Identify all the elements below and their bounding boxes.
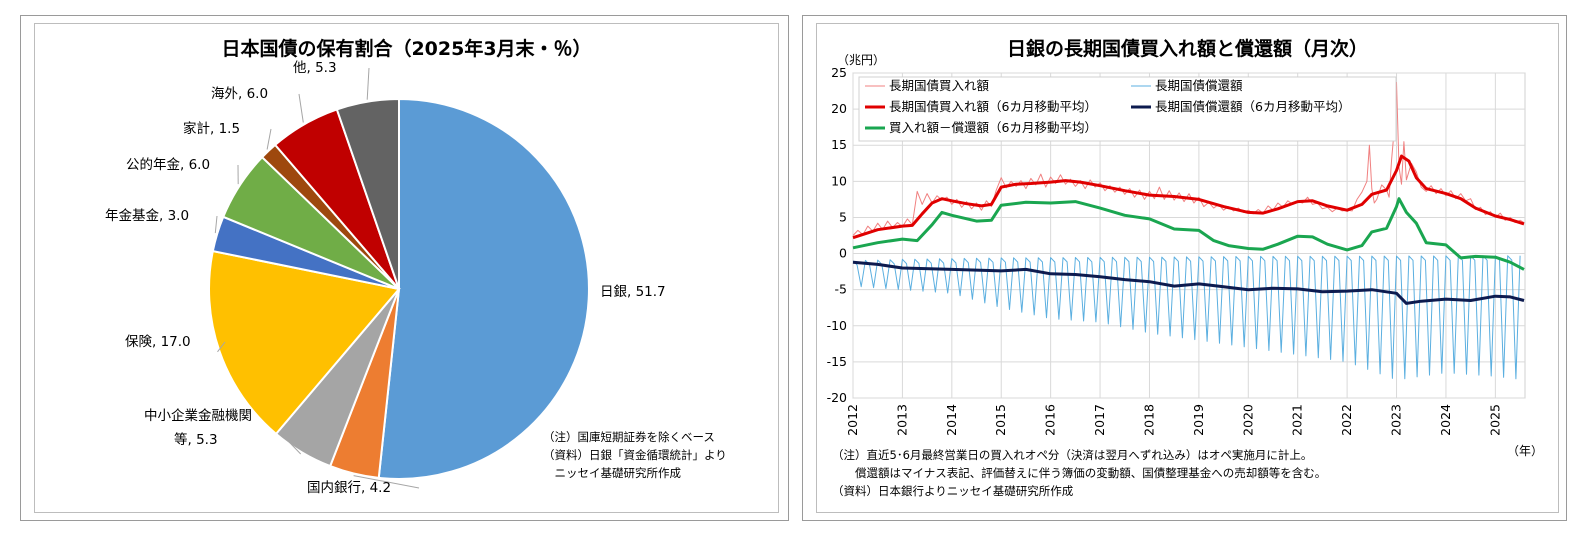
pie-chart-area: 日本国債の保有割合（2025年3月末・％） 日銀, 51.7 国内銀行, 4.2 中… — [34, 23, 779, 513]
pie-leader-line — [366, 67, 370, 100]
y-axis-unit: （兆円） — [837, 53, 886, 67]
right-chart-panel: 日銀の長期国債買入れ額と償還額（月次） （兆円） （年） 25 20 15 10 5 0-… — [802, 15, 1567, 521]
line-chart-area: 日銀の長期国債買入れ額と償還額（月次） （兆円） （年） 25 20 15 10 5 0-… — [816, 23, 1559, 513]
series-line — [852, 197, 1525, 271]
y-tick-label: 15 — [831, 137, 847, 152]
x-tick-label: 2022 — [1339, 404, 1354, 436]
y-tick-label: 10 — [831, 173, 847, 188]
series-line — [852, 255, 1521, 380]
pie-data-label: 等, 5.3 — [174, 431, 218, 448]
pie-chart-title: 日本国債の保有割合（2025年3月末・％） — [221, 38, 592, 60]
pie-data-label: 国内銀行, 4.2 — [307, 480, 391, 496]
pie-data-label: 中小企業金融機関 — [144, 407, 252, 424]
x-tick-label: 2021 — [1290, 404, 1305, 436]
x-axis-unit: （年） — [1507, 444, 1544, 458]
y-tick-label: -5 — [835, 282, 847, 297]
pie-leader-line — [217, 341, 226, 353]
x-tick-label: 2015 — [993, 404, 1008, 436]
pie-slice — [208, 249, 401, 436]
y-tick-label: 0 — [839, 246, 847, 261]
x-tick-label: 2025 — [1487, 404, 1502, 436]
pie-data-label: 公的年金, 6.0 — [126, 157, 210, 173]
pie-data-label: 他, 5.3 — [293, 60, 337, 76]
x-tick-label: 2023 — [1389, 404, 1404, 436]
legend-label: 長期国債償還額 — [1155, 78, 1243, 93]
pie-note-3: ニッセイ基礎研究所作成 — [543, 466, 681, 480]
line-chart-title: 日銀の長期国債買入れ額と償還額（月次） — [1006, 38, 1368, 60]
left-chart-panel: 日本国債の保有割合（2025年3月末・％） 日銀, 51.7 国内銀行, 4.2 中… — [20, 15, 789, 521]
series-line — [852, 81, 1525, 236]
series-line — [852, 154, 1525, 240]
legend-label: 長期国債買入れ額 — [889, 78, 990, 93]
legend-label: 長期国債償還額（6カ月移動平均） — [1155, 99, 1350, 114]
pie-data-label: 年金基金, 3.0 — [105, 207, 189, 224]
pie-data-label: 日銀, 51.7 — [600, 284, 666, 300]
pie-leader-line — [214, 215, 218, 234]
series-line — [852, 260, 1525, 305]
x-tick-label: 2020 — [1240, 404, 1255, 436]
pie-leader-line — [353, 475, 420, 489]
pie-leader-line — [266, 128, 272, 150]
x-tick-label: 2016 — [1043, 404, 1058, 436]
line-note-2: 償還額はマイナス表記、評価替えに伴う簿価の変動額、国債整理基金への売却額等を含む… — [832, 466, 1327, 480]
line-note-3: （資料）日本銀行よりニッセイ基礎研究所作成 — [832, 484, 1074, 498]
pie-data-label: 保険, 17.0 — [125, 334, 191, 350]
pie-slice — [335, 97, 400, 290]
legend-label: 買入れ額－償還額（6カ月移動平均） — [889, 120, 1097, 135]
x-tick-label: 2012 — [845, 404, 860, 436]
x-tick-label: 2014 — [944, 404, 959, 436]
legend-label: 長期国債買入れ額（6カ月移動平均） — [889, 99, 1097, 114]
pie-note-1: （注）国庫短期証券を除くベース — [543, 430, 715, 444]
pie-note-2: （資料）日銀「資金循環統計」より — [543, 448, 727, 462]
x-tick-label: 2017 — [1092, 404, 1107, 436]
pie-data-label: 海外, 6.0 — [211, 86, 268, 102]
x-tick-label: 2013 — [894, 404, 909, 436]
y-tick-label: -20 — [827, 390, 847, 405]
line-note-1: （注）直近5･6月最終営業日の買入れオペ分（決済は翌月へずれ込み）はオペ実施月に… — [832, 448, 1313, 462]
y-tick-label: -10 — [827, 318, 847, 333]
x-tick-label: 2018 — [1141, 404, 1156, 436]
pie-slice — [377, 97, 590, 480]
y-tick-label: 20 — [831, 101, 847, 116]
y-tick-label: -15 — [827, 354, 847, 369]
pie-leader-line — [298, 93, 304, 123]
x-tick-label: 2019 — [1191, 404, 1206, 436]
legend-box — [858, 76, 1397, 142]
y-tick-label: 25 — [831, 65, 847, 80]
pie-data-label: 家計, 1.5 — [183, 120, 240, 137]
x-tick-label: 2024 — [1438, 404, 1453, 436]
y-tick-label: 5 — [839, 209, 847, 224]
